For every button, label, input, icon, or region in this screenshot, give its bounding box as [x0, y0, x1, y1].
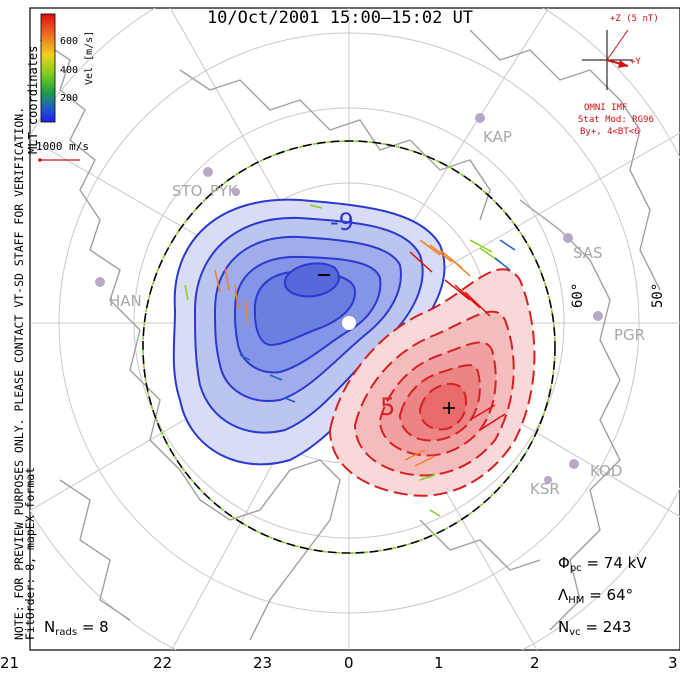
velocity-color-bar — [40, 13, 56, 123]
station-label: KSR — [530, 480, 560, 498]
fit-info: FitOrder: 8, mapEX format — [23, 466, 37, 640]
station-label: PYK — [210, 182, 238, 200]
positive-potential-cell — [328, 268, 536, 497]
mlt-label: 1 — [434, 654, 444, 672]
station-label: STO — [172, 182, 203, 200]
station-label: PGR — [614, 326, 646, 344]
mlt-label: 0 — [344, 654, 354, 672]
imf-z-label: +Z (5 nT) — [610, 14, 659, 24]
plot-frame — [29, 7, 680, 651]
pole-marker — [342, 316, 356, 330]
velocity-scale-label: Vel [m/s] — [84, 30, 95, 85]
velocity-tick: 400 — [60, 65, 79, 76]
latitude-label: 50° — [650, 282, 666, 308]
station-label: SAS — [573, 244, 603, 262]
latitude-label: 60° — [570, 282, 586, 308]
velocity-tick: 200 — [60, 93, 79, 104]
velocity-tick: 600 — [60, 36, 79, 47]
contour-label-positive: 5 — [380, 393, 396, 421]
imf-y-label: +Y — [630, 57, 641, 67]
map-title: 10/Oct/2001 15:00–15:02 UT — [206, 8, 474, 28]
coordinate-system-label: MLT coordinates — [26, 45, 40, 154]
potential-maximum-marker — [443, 402, 455, 414]
coastlines — [39, 29, 661, 641]
negative-potential-cell — [172, 198, 446, 466]
boundary-latitude: ΛHM = 64° — [558, 586, 634, 606]
mlt-label: 3 — [668, 654, 678, 672]
mlt-label: 22 — [153, 654, 173, 672]
mlt-label: 2 — [530, 654, 540, 672]
reference-vector-label: 1000 m/s — [36, 140, 89, 153]
mlt-label: 21 — [0, 654, 20, 672]
radar-sites — [95, 113, 603, 484]
station-label: HAN — [109, 292, 142, 310]
imf-source: OMNI IMF — [584, 103, 628, 113]
imf-model: Stat Mod: RG96 — [578, 115, 654, 125]
cross-polar-potential: Φpc = 74 kV — [558, 554, 647, 574]
vector-count: Nvc = 243 — [558, 618, 632, 638]
contour-label-negative: -9 — [330, 208, 354, 236]
imf-clock-icon — [582, 29, 632, 90]
station-label: KAP — [483, 128, 512, 146]
velocity-vectors — [184, 204, 516, 517]
station-label: KOD — [590, 462, 623, 480]
heppner-maynard-boundary — [142, 140, 556, 554]
mlt-label: 23 — [253, 654, 273, 672]
radar-count: Nrads = 8 — [44, 618, 109, 638]
imf-condition: By+, 4<BT<6 — [580, 127, 640, 137]
